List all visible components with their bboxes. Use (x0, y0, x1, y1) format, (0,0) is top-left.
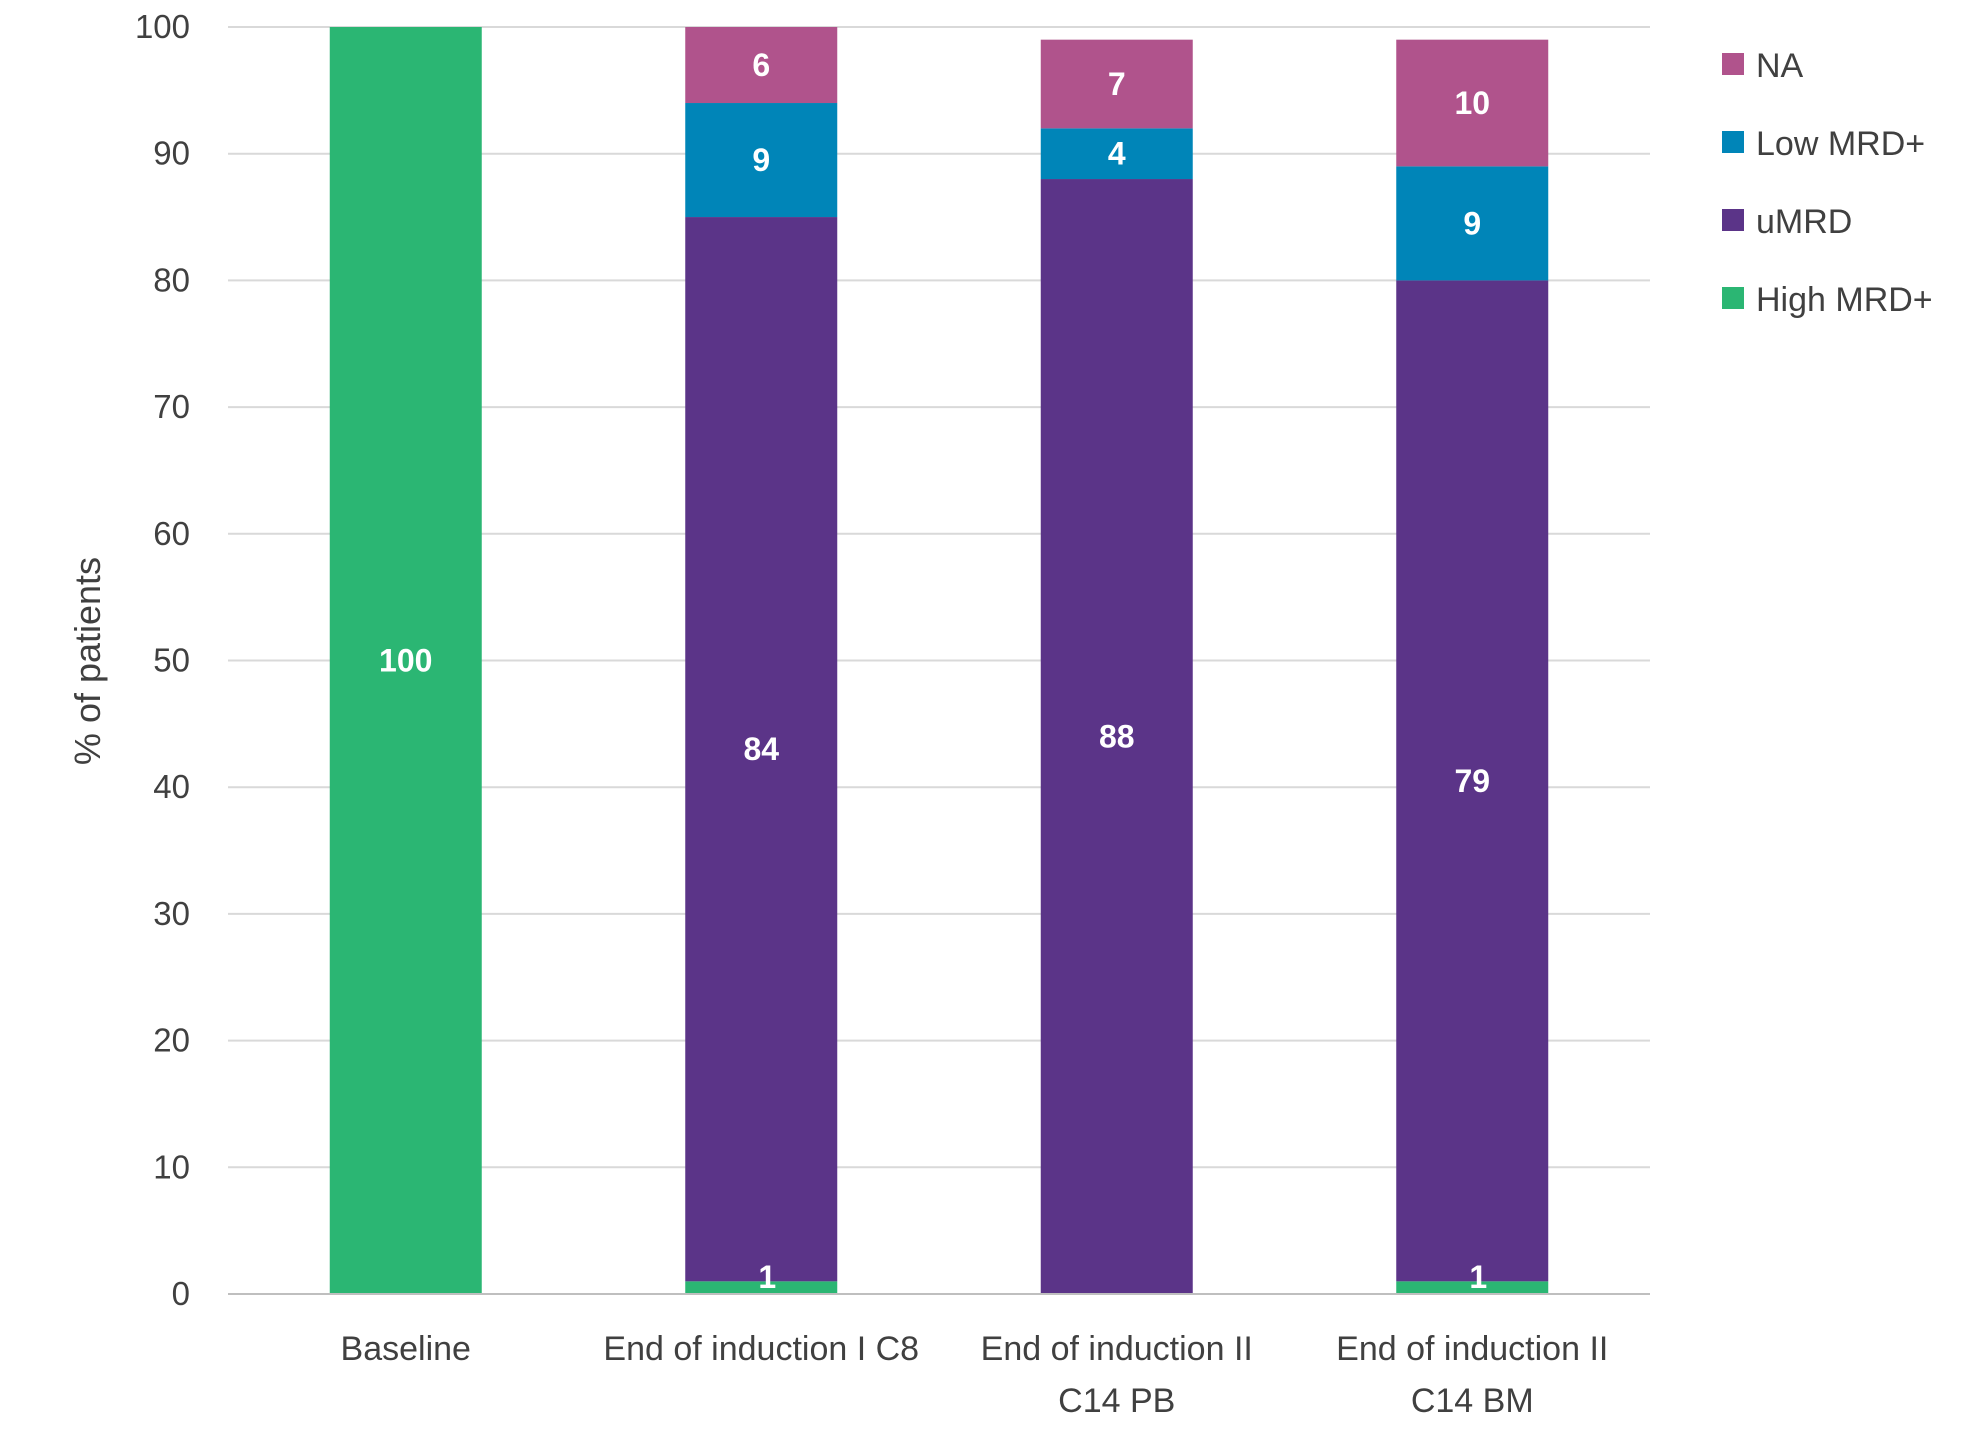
data-label: 4 (1108, 136, 1126, 172)
y-tick-label: 80 (153, 261, 190, 298)
bar-segment (1040, 39, 1193, 129)
bar-segment (1040, 128, 1193, 180)
data-label: 100 (379, 643, 432, 679)
bar-segment (685, 217, 838, 1282)
y-tick-label: 50 (153, 642, 190, 679)
legend-swatch (1722, 209, 1744, 231)
y-tick-label: 60 (153, 515, 190, 552)
x-tick-label: C14 PB (1058, 1382, 1175, 1420)
x-tick-label: End of induction I C8 (603, 1330, 919, 1368)
data-label: 88 (1099, 719, 1135, 755)
data-label: 7 (1108, 66, 1126, 102)
legend-label: High MRD+ (1756, 281, 1933, 319)
data-label: 6 (752, 47, 770, 83)
y-tick-label: 70 (153, 388, 190, 425)
bar-segment (685, 1281, 838, 1294)
x-tick-label: Baseline (341, 1330, 471, 1368)
bar-segment (1396, 280, 1549, 1282)
x-tick-label: End of induction II (981, 1330, 1253, 1368)
data-labels: 100 1 84 9 6 88 4 7 1 79 9 10 (379, 47, 1490, 1295)
y-tick-label: 100 (135, 8, 190, 45)
data-label: 1 (1469, 1259, 1487, 1295)
bar-segment (1396, 39, 1549, 167)
legend-label: uMRD (1756, 203, 1852, 241)
legend-swatch (1722, 131, 1744, 153)
bar-segment (329, 27, 482, 1294)
data-label: 1 (758, 1259, 776, 1295)
bar-segment (1396, 166, 1549, 281)
y-axis-title: % of patients (67, 557, 108, 765)
y-tick-label: 40 (153, 768, 190, 805)
y-tick-label: 90 (153, 135, 190, 172)
axes: 0 10 20 30 40 50 60 70 80 90 100 Baseline End of ind… (135, 8, 1650, 1420)
data-label: 9 (752, 142, 770, 178)
legend-label: Low MRD+ (1756, 125, 1925, 163)
bar-segment (685, 103, 838, 218)
y-tick-label: 10 (153, 1148, 190, 1185)
data-label: 9 (1463, 205, 1481, 241)
legend: NA Low MRD+ uMRD High MRD+ (1722, 47, 1933, 319)
data-label: 84 (743, 731, 779, 767)
bar-segment (685, 27, 838, 104)
x-tick-label: End of induction II (1336, 1330, 1608, 1368)
bars (329, 27, 1549, 1294)
y-tick-label: 30 (153, 895, 190, 932)
data-label: 10 (1454, 85, 1490, 121)
legend-label: NA (1756, 47, 1804, 85)
y-tick-label: 20 (153, 1022, 190, 1059)
bar-segment (1040, 179, 1193, 1294)
data-label: 79 (1454, 763, 1490, 799)
bar-segment (1396, 1281, 1549, 1294)
legend-swatch (1722, 53, 1744, 75)
y-tick-label: 0 (172, 1275, 190, 1312)
x-tick-label: C14 BM (1411, 1382, 1534, 1420)
legend-swatch (1722, 287, 1744, 309)
